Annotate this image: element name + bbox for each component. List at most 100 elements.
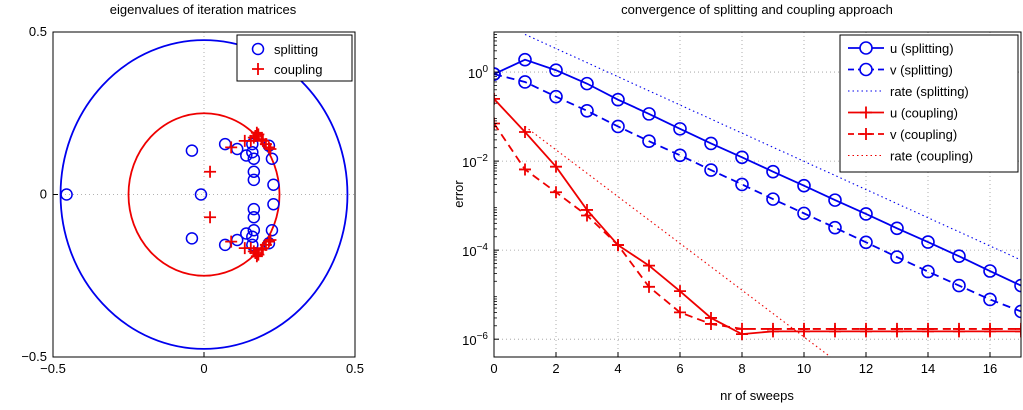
- series-point-1: [921, 264, 935, 279]
- legend-label-splitting: splitting: [274, 42, 318, 57]
- series-point-0: [549, 63, 563, 78]
- conv-xtick-label: 10: [797, 361, 811, 376]
- legend-marker-0: [859, 41, 873, 55]
- series-point-1: [494, 67, 501, 81]
- convergence-plot-frame: [493, 31, 1022, 358]
- legend-label-5: rate (coupling): [890, 149, 973, 164]
- eigenvalue-point-coupling: [204, 165, 217, 178]
- legend-marker-splitting: [251, 42, 265, 56]
- series-point-1: [797, 206, 811, 221]
- eigenvalue-point-coupling: [225, 141, 238, 154]
- eigenvalue-point-splitting: [247, 202, 261, 216]
- series-point-0: [735, 150, 749, 165]
- eigenvalue-point-splitting: [265, 152, 279, 165]
- spectral-radius-circle: [127, 112, 281, 277]
- legend-label-1: v (splitting): [890, 63, 953, 78]
- convergence-ylabel: error: [451, 180, 466, 208]
- eigenvalue-point-splitting: [185, 232, 199, 245]
- eigenvalue-point-splitting: [267, 198, 280, 211]
- series-point-4: [1015, 322, 1021, 335]
- eigenvalue-point-splitting: [246, 230, 259, 243]
- convergence-xlabel: nr of sweeps: [720, 388, 794, 403]
- series-point-1: [859, 235, 873, 250]
- eigenvalue-point-splitting: [246, 146, 259, 159]
- series-point-1: [673, 148, 687, 163]
- eigen-ytick-label: 0: [40, 187, 47, 202]
- eigenvalue-point-splitting: [60, 188, 73, 201]
- series-point-1: [704, 163, 718, 177]
- conv-ytick-label: 10−6: [462, 331, 488, 348]
- series-point-3: [674, 285, 686, 298]
- series-point-1: [580, 103, 594, 118]
- legend-label-0: u (splitting): [890, 41, 954, 56]
- series-point-4: [494, 117, 500, 130]
- series-point-3: [643, 259, 655, 272]
- eigen-xtick-label: −0.5: [40, 361, 66, 376]
- conv-xtick-label: 8: [738, 361, 745, 376]
- eigen-xtick-label: 0: [200, 361, 207, 376]
- series-point-0: [952, 249, 966, 264]
- series-point-0: [580, 76, 594, 91]
- series-point-0: [518, 52, 532, 67]
- series-point-4: [612, 239, 624, 252]
- conv-ytick-label: 100: [468, 64, 488, 81]
- series-point-1: [1014, 304, 1021, 319]
- conv-ytick-label: 10−2: [462, 153, 488, 170]
- series-point-0: [1014, 278, 1021, 293]
- series-point-4: [674, 306, 686, 319]
- eigenvalue-point-splitting: [240, 227, 253, 240]
- series-point-0: [673, 122, 687, 136]
- convergence-chart-title: convergence of splitting and coupling ap…: [621, 2, 893, 17]
- eigenvalue-point-splitting: [267, 178, 280, 191]
- series-point-3: [1015, 325, 1021, 338]
- eigenvalue-point-coupling: [250, 126, 263, 139]
- eigenvalue-point-splitting: [265, 224, 279, 237]
- series-point-4: [705, 317, 717, 330]
- legend-marker-coupling: [252, 63, 264, 75]
- eigenvalue-point-splitting: [185, 144, 199, 157]
- eigenvalue-point-splitting: [247, 211, 261, 224]
- series-point-4: [767, 322, 779, 335]
- series-point-4: [519, 163, 531, 176]
- series-point-4: [736, 322, 748, 335]
- eigenvalue-point-coupling: [262, 235, 275, 248]
- legend-label-4: v (coupling): [890, 127, 957, 142]
- eigenvalue-point-coupling: [204, 211, 217, 224]
- convergence-legend: u (splitting) v (splitting) rate (splittin…: [839, 34, 1019, 173]
- conv-xtick-label: 4: [614, 361, 621, 376]
- series-point-4: [922, 322, 934, 335]
- legend-label-coupling: coupling: [274, 62, 322, 77]
- conv-xtick-label: 0: [490, 361, 497, 376]
- eigenvalue-point-coupling: [264, 143, 277, 155]
- series-point-4: [891, 322, 903, 335]
- conv-ytick-label: 10−4: [462, 242, 488, 259]
- series-point-3: [494, 92, 500, 105]
- series-point-0: [859, 207, 873, 221]
- series-point-4: [860, 322, 872, 335]
- series-point-4: [550, 186, 562, 199]
- series-point-4: [643, 280, 655, 293]
- eigenvalue-chart: eigenvalues of iteration matrices −0.5 0 0…: [21, 2, 364, 376]
- conv-xtick-label: 12: [859, 361, 873, 376]
- conv-xtick-label: 16: [983, 361, 997, 376]
- series-point-0: [642, 107, 656, 121]
- series-line-2: [524, 33, 1021, 261]
- series-point-0: [983, 264, 997, 278]
- series-point-3: [550, 160, 562, 173]
- series-point-0: [611, 92, 625, 107]
- eigenvalue-point-coupling: [264, 234, 277, 246]
- eigen-ytick-label: −0.5: [21, 349, 47, 364]
- conv-legend-box: [839, 34, 1019, 173]
- eigenvalue-point-coupling: [250, 250, 263, 263]
- series-point-1: [549, 89, 563, 104]
- legend-label-3: u (coupling): [890, 106, 958, 121]
- eigen-chart-title: eigenvalues of iteration matrices: [110, 2, 297, 17]
- eigenvalue-point-splitting: [247, 173, 261, 187]
- eigen-legend: splitting coupling: [236, 34, 353, 82]
- series-point-4: [953, 322, 965, 335]
- eigenvalue-point-splitting: [246, 137, 259, 151]
- series-line-5: [524, 126, 832, 357]
- legend-label-2: rate (splitting): [890, 84, 969, 99]
- eigenvalue-point-coupling: [262, 141, 275, 154]
- series-point-1: [735, 177, 749, 192]
